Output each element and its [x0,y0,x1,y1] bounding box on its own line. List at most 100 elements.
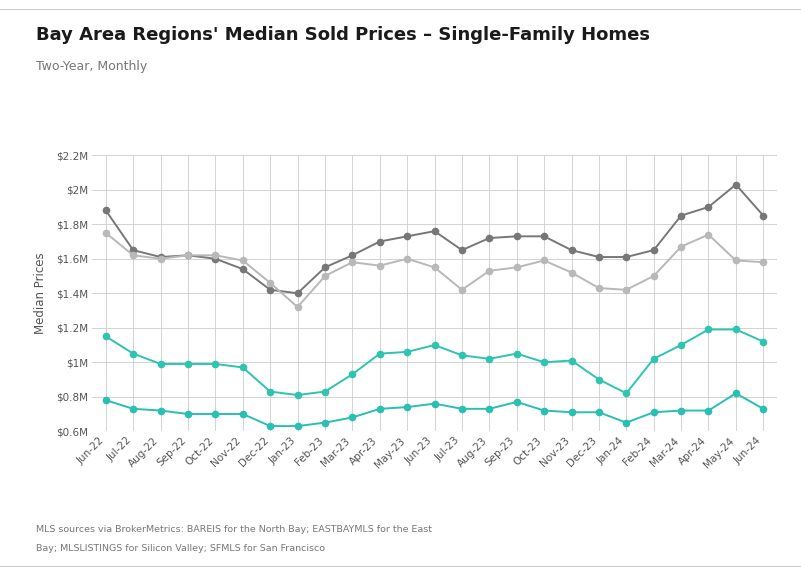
East Bay [211,361,220,367]
East Bay [293,392,303,398]
Silicon Valley [676,212,686,219]
North Bay [539,407,549,414]
Single-Family Home [649,273,658,279]
Silicon Valley [211,255,220,262]
Silicon Valley [457,247,467,254]
East Bay [704,326,714,333]
East Bay [128,350,138,357]
Text: Bay Area Regions' Median Sold Prices – Single-Family Homes: Bay Area Regions' Median Sold Prices – S… [36,26,650,44]
North Bay [238,411,248,417]
Silicon Valley [101,207,111,214]
Single-Family Home [539,257,549,264]
Silicon Valley [539,233,549,240]
East Bay [567,357,577,364]
Single-Family Home [101,229,111,236]
North Bay [759,405,768,412]
Single-Family Home [155,255,166,262]
Single-Family Home [265,279,275,286]
East Bay [155,361,166,367]
Single-Family Home [238,257,248,264]
East Bay [512,350,521,357]
Single-Family Home [128,252,138,259]
North Bay [402,404,412,411]
Silicon Valley [429,228,439,235]
North Bay [567,409,577,416]
North Bay [622,419,631,426]
Single-Family Home [731,257,741,264]
Silicon Valley [375,238,384,245]
East Bay [594,376,604,383]
East Bay [649,355,658,362]
East Bay [238,364,248,371]
Single-Family Home [429,264,439,271]
North Bay [320,419,330,426]
Single-Family Home [457,286,467,293]
Text: Bay; MLSLISTINGS for Silicon Valley; SFMLS for San Francisco: Bay; MLSLISTINGS for Silicon Valley; SFM… [36,544,325,553]
East Bay [485,355,494,362]
North Bay [704,407,714,414]
Silicon Valley [485,235,494,242]
East Bay [348,371,357,378]
Single-Family Home [293,304,303,310]
Silicon Valley [731,181,741,188]
Single-Family Home [512,264,521,271]
Silicon Valley [348,252,357,259]
East Bay [731,326,741,333]
North Bay [183,411,193,417]
East Bay [676,342,686,348]
North Bay [293,423,303,430]
Silicon Valley [128,247,138,254]
Y-axis label: Median Prices: Median Prices [34,252,47,334]
Line: Silicon Valley: Silicon Valley [103,182,767,296]
Silicon Valley [402,233,412,240]
North Bay [649,409,658,416]
East Bay [101,333,111,340]
North Bay [128,405,138,412]
Silicon Valley [704,204,714,210]
Single-Family Home [375,262,384,269]
East Bay [265,388,275,395]
Silicon Valley [293,290,303,297]
Single-Family Home [594,285,604,292]
Single-Family Home [567,269,577,276]
North Bay [265,423,275,430]
North Bay [155,407,166,414]
Silicon Valley [594,254,604,260]
Silicon Valley [759,212,768,219]
North Bay [512,398,521,405]
Single-Family Home [622,286,631,293]
North Bay [457,405,467,412]
East Bay [402,348,412,355]
North Bay [375,405,384,412]
Single-Family Home [320,273,330,279]
Silicon Valley [622,254,631,260]
Single-Family Home [348,259,357,266]
Silicon Valley [320,264,330,271]
North Bay [211,411,220,417]
Single-Family Home [211,252,220,259]
Single-Family Home [183,252,193,259]
Line: Single-Family Home: Single-Family Home [103,230,767,310]
North Bay [101,397,111,404]
Single-Family Home [704,231,714,238]
Silicon Valley [567,247,577,254]
Text: MLS sources via BrokerMetrics: BAREIS for the North Bay; EASTBAYMLS for the East: MLS sources via BrokerMetrics: BAREIS fo… [36,524,432,534]
Silicon Valley [512,233,521,240]
Line: East Bay: East Bay [103,327,767,398]
Silicon Valley [183,252,193,259]
North Bay [429,400,439,407]
Silicon Valley [155,254,166,260]
Silicon Valley [265,286,275,293]
Single-Family Home [402,255,412,262]
East Bay [429,342,439,348]
East Bay [375,350,384,357]
Single-Family Home [485,267,494,274]
North Bay [731,390,741,397]
Silicon Valley [649,247,658,254]
Single-Family Home [759,259,768,266]
East Bay [457,352,467,359]
East Bay [183,361,193,367]
Single-Family Home [676,243,686,250]
Line: North Bay: North Bay [103,390,767,429]
North Bay [348,414,357,421]
